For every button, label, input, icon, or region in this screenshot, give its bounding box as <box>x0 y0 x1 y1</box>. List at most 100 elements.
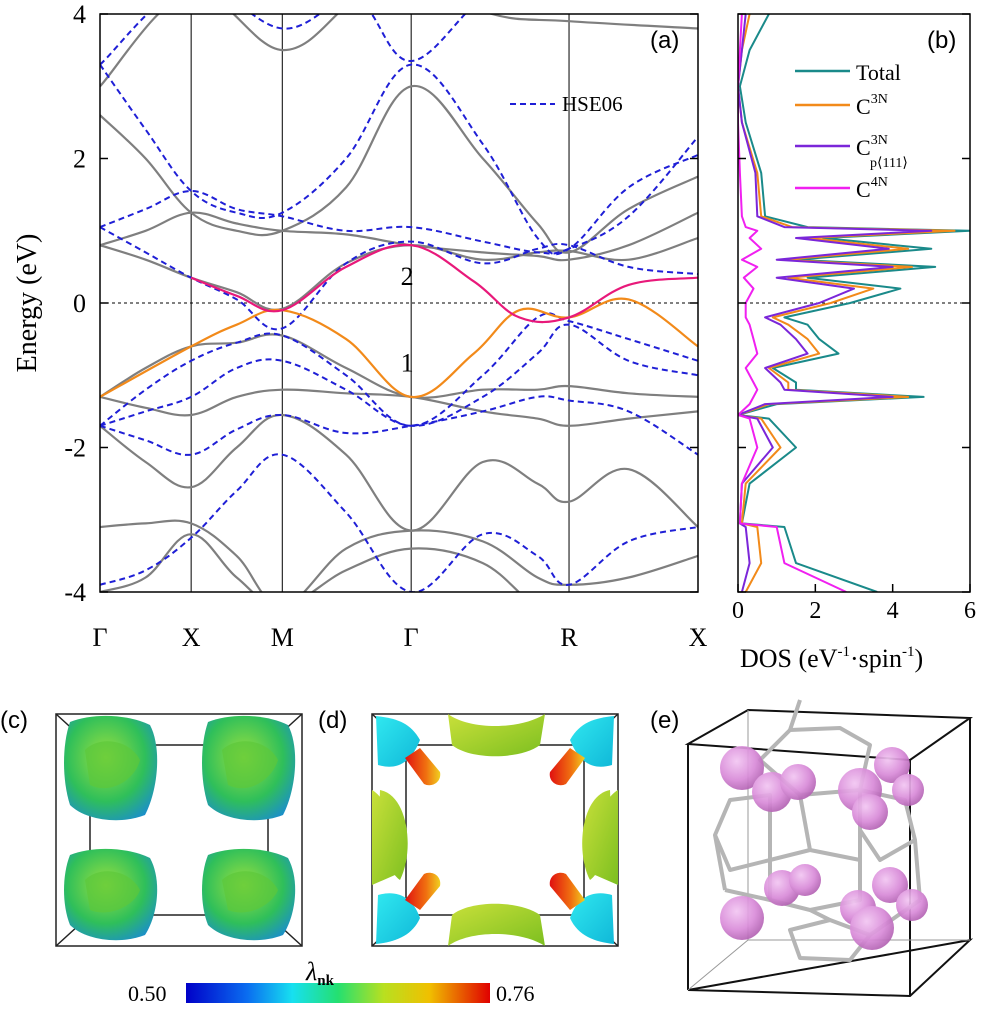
colorbar-gradient <box>186 983 490 1003</box>
d-corner-cyan-bottom-left <box>376 893 420 944</box>
e-sphere <box>780 764 816 800</box>
d-corner-tube-bottom-left <box>405 872 441 910</box>
a-band-label: 1 <box>401 349 414 378</box>
panel-d: (d) <box>318 707 619 947</box>
b-legend-label: C3N <box>856 92 888 119</box>
d-corner-cyan-bottom-right <box>570 893 614 944</box>
b-xlabel-main: DOS (eV <box>740 644 838 673</box>
colorbar-title: λnk <box>305 957 335 989</box>
colorbar-title-lambda: λ <box>305 957 317 986</box>
a-band-pbe <box>100 533 698 592</box>
a-y-tick-label: 0 <box>73 289 86 318</box>
c-fermi-pocket-bottom-left <box>64 848 158 941</box>
a-band-hse <box>100 312 698 427</box>
e-sphere <box>892 774 924 806</box>
e-panel-label: (e) <box>650 707 679 734</box>
colorbar-title-sub: nk <box>317 973 334 989</box>
d-sheet-left <box>372 790 408 885</box>
colorbar: 0.50 0.76 λnk <box>128 957 535 1006</box>
colorbar-min-label: 0.50 <box>128 981 167 1006</box>
a-kpoint-label: Γ <box>92 623 107 652</box>
a-kpoint-label: M <box>271 623 294 652</box>
a-band-hse <box>100 136 698 255</box>
a-band-hse <box>100 395 698 456</box>
b-dos-curve <box>738 14 847 592</box>
b-x-axis-label: DOS (eV-1·spin-1) <box>740 644 923 673</box>
b-dos-curve <box>738 14 933 592</box>
a-band-pbe <box>100 413 698 532</box>
d-sheet-bottom <box>448 903 545 946</box>
e-cell-box <box>684 708 974 998</box>
c-panel-label: (c) <box>0 707 28 734</box>
a-band-hse <box>100 63 698 256</box>
a-band-label: 2 <box>401 262 414 291</box>
a-kpoint-label: Γ <box>404 623 419 652</box>
b-legend-label: C4N <box>856 175 888 202</box>
a-band-pbe <box>100 333 698 399</box>
b-dos-curve <box>738 14 970 592</box>
b-legend: Total C3N C3N p⟨111⟩ C4N <box>795 60 908 202</box>
b-xlabel-end: ) <box>915 644 924 673</box>
b-x-tick-label: 4 <box>887 598 899 624</box>
a-kpoint-label: X <box>182 623 201 652</box>
c-fermi-pocket-top-right <box>202 715 296 821</box>
b-y-ticks <box>738 13 970 593</box>
b-x-tick-label: 6 <box>964 598 976 624</box>
b-legend-label: Total <box>856 60 901 85</box>
b-xlabel-mid: ·spin <box>850 644 902 673</box>
a-band-highlight1 <box>100 297 698 399</box>
e-sphere <box>896 889 928 921</box>
d-sheet-right <box>582 790 618 885</box>
a-band-hse <box>100 14 467 66</box>
a-legend-label-hse06: HSE06 <box>562 92 623 116</box>
d-sheet-top <box>448 714 545 757</box>
e-sphere <box>872 867 908 903</box>
d-corner-cyan-top-right <box>570 716 614 767</box>
b-panel-label: (b) <box>927 27 956 54</box>
e-sphere <box>874 747 910 783</box>
a-band-pbe <box>100 211 698 262</box>
b-dos-curves <box>738 14 970 592</box>
a-band-pbe <box>100 14 698 88</box>
a-band-lines <box>100 14 698 592</box>
a-kpoint-label: R <box>560 623 578 652</box>
a-y-tick-label: -4 <box>64 578 86 607</box>
d-corner-tube-top-right <box>549 748 585 786</box>
c-fermi-pocket-bottom-right <box>202 848 296 941</box>
b-x-ticks: 0 2 4 6 <box>732 584 976 624</box>
a-band-hse <box>100 323 698 427</box>
e-sphere <box>720 746 764 790</box>
a-kpoint-label: X <box>689 623 708 652</box>
e-sphere <box>720 896 764 940</box>
d-panel-label: (d) <box>318 707 347 734</box>
a-panel-label: (a) <box>650 27 679 54</box>
e-spheres <box>720 746 928 950</box>
d-corner-tube-top-left <box>405 748 441 786</box>
a-band-pbe <box>100 388 698 427</box>
a-y-tick-label: 4 <box>73 0 86 29</box>
colorbar-max-label: 0.76 <box>496 981 535 1006</box>
c-fermi-pocket-top-left <box>64 715 158 821</box>
e-sphere <box>789 864 821 896</box>
a-y-ticks: -4 -2 0 2 4 <box>64 0 698 607</box>
panel-e: (e) <box>650 699 974 998</box>
b-xlabel-sup2: -1 <box>902 644 915 660</box>
a-band-hse <box>100 226 698 331</box>
a-band-pbe <box>100 236 698 311</box>
e-sphere <box>852 794 888 830</box>
b-legend-label: C3N p⟨111⟩ <box>856 133 908 171</box>
a-band-highlight2 <box>190 243 698 324</box>
d-corner-tube-bottom-right <box>549 872 585 910</box>
a-band-labels: 12 <box>401 262 414 378</box>
b-xlabel-sup1: -1 <box>838 644 851 660</box>
a-band-pbe <box>100 85 698 254</box>
a-band-hse <box>100 453 698 592</box>
b-x-tick-label: 2 <box>809 598 821 624</box>
a-y-axis-label: Energy (eV) <box>12 234 43 373</box>
a-y-tick-label: 2 <box>73 145 86 174</box>
d-corner-cyan-top-left <box>376 716 420 767</box>
